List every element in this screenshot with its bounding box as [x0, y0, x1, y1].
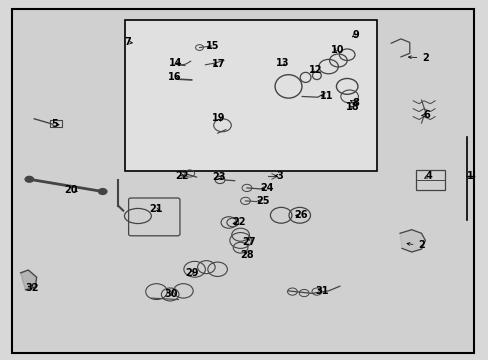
Text: 25: 25	[256, 196, 269, 206]
Text: 2: 2	[417, 240, 424, 250]
Text: 24: 24	[259, 183, 273, 193]
Text: 30: 30	[164, 289, 178, 300]
Text: 22: 22	[231, 217, 245, 228]
Text: 18: 18	[346, 102, 359, 112]
Text: 19: 19	[212, 113, 225, 123]
Text: 13: 13	[275, 58, 289, 68]
Text: 2: 2	[421, 53, 428, 63]
Text: 7: 7	[124, 37, 131, 48]
Text: 6: 6	[423, 110, 429, 120]
Text: 1: 1	[466, 171, 473, 181]
Text: 10: 10	[330, 45, 344, 55]
Text: 4: 4	[425, 171, 432, 181]
Text: 31: 31	[314, 286, 328, 296]
Circle shape	[98, 188, 107, 195]
Text: 23: 23	[212, 172, 225, 182]
Text: 16: 16	[168, 72, 182, 82]
Text: 15: 15	[205, 41, 219, 51]
Text: 3: 3	[276, 171, 283, 181]
Text: 26: 26	[293, 210, 307, 220]
Circle shape	[24, 176, 34, 183]
Text: 20: 20	[64, 185, 78, 195]
Text: 29: 29	[184, 268, 198, 278]
Bar	[124, 20, 376, 171]
Text: 8: 8	[352, 98, 359, 108]
Text: 5: 5	[51, 119, 58, 129]
Text: 12: 12	[308, 65, 322, 75]
Text: 14: 14	[169, 58, 183, 68]
Text: 17: 17	[212, 59, 225, 69]
Polygon shape	[20, 270, 37, 290]
Text: 32: 32	[25, 283, 39, 293]
Text: 9: 9	[352, 30, 359, 40]
Text: 27: 27	[242, 237, 256, 247]
Text: 28: 28	[240, 250, 253, 260]
Bar	[50, 120, 62, 127]
Text: 11: 11	[319, 91, 333, 102]
Bar	[415, 170, 444, 190]
Text: 22: 22	[175, 171, 188, 181]
Polygon shape	[399, 230, 425, 252]
Text: 21: 21	[148, 204, 162, 214]
